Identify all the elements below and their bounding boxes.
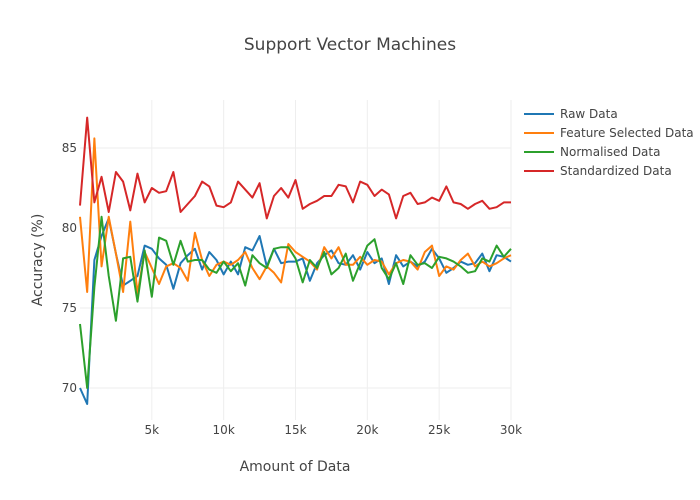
y-tick-label: 75 [62, 301, 77, 315]
x-tick-label: 25k [428, 423, 450, 437]
legend-item[interactable]: Raw Data [524, 107, 618, 121]
y-axis-ticks: 70 75 80 85 [62, 141, 77, 395]
x-tick-label: 10k [213, 423, 235, 437]
legend-label: Normalised Data [560, 145, 660, 159]
legend-label: Standardized Data [560, 164, 672, 178]
y-tick-label: 70 [62, 381, 77, 395]
x-tick-label: 20k [356, 423, 378, 437]
series-line-standardized-data[interactable] [79, 116, 511, 220]
x-axis-ticks: 5k 10k 15k 20k 25k 30k [145, 423, 523, 437]
y-tick-label: 85 [62, 141, 77, 155]
x-tick-label: 15k [284, 423, 306, 437]
legend-label: Raw Data [560, 107, 618, 121]
x-axis-title: Amount of Data [240, 459, 351, 475]
legend-label: Feature Selected Data [560, 126, 694, 140]
x-tick-label: 5k [145, 423, 160, 437]
legend-item[interactable]: Standardized Data [524, 164, 672, 178]
chart-title: Support Vector Machines [244, 35, 456, 55]
legend-item[interactable]: Feature Selected Data [524, 126, 694, 140]
legend[interactable]: Raw Data Feature Selected Data Normalised … [524, 107, 694, 178]
legend-item[interactable]: Normalised Data [524, 145, 660, 159]
y-tick-label: 80 [62, 221, 77, 235]
series-line-feature-selected-data[interactable] [79, 137, 512, 295]
series-layer [79, 116, 512, 405]
x-tick-label: 30k [500, 423, 522, 437]
series-line-normalised-data[interactable] [79, 215, 512, 389]
y-axis-title: Accuracy (%) [30, 214, 46, 307]
